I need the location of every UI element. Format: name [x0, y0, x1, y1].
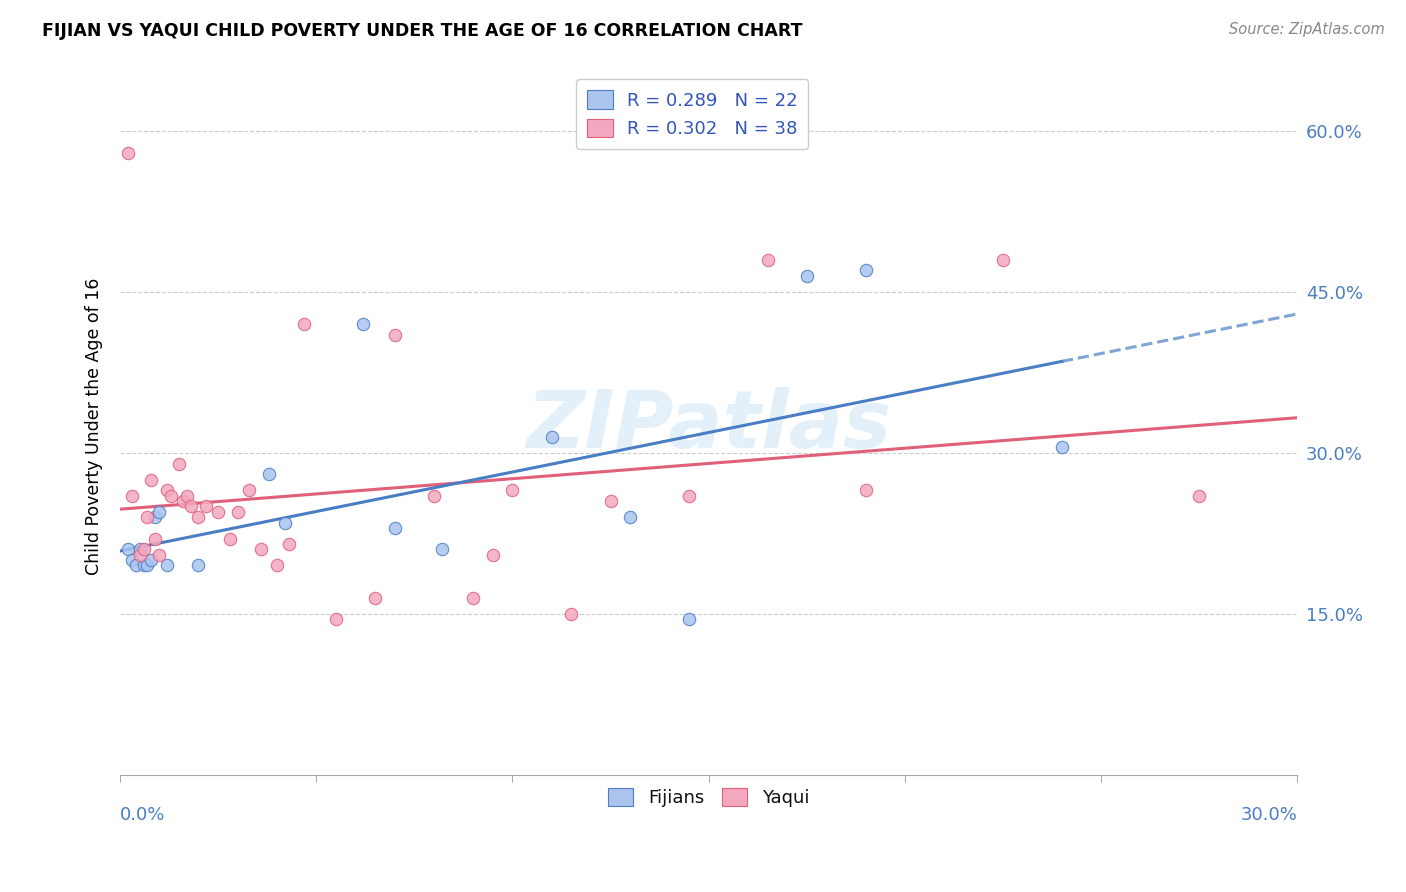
Point — [277, 537, 299, 551]
Point — [423, 489, 446, 503]
Point — [156, 483, 179, 498]
Point — [180, 500, 202, 514]
Point — [257, 467, 280, 482]
Point — [678, 612, 700, 626]
Point — [117, 542, 139, 557]
Point — [117, 145, 139, 160]
Point — [226, 505, 249, 519]
Point — [176, 489, 198, 503]
Point — [266, 558, 288, 573]
Point — [294, 317, 316, 331]
Point — [136, 510, 159, 524]
Point — [218, 532, 240, 546]
Point — [124, 558, 146, 573]
Point — [132, 558, 155, 573]
Point — [796, 268, 818, 283]
Point — [619, 510, 641, 524]
Point — [195, 500, 218, 514]
Point — [141, 473, 163, 487]
Point — [501, 483, 523, 498]
Point — [325, 612, 347, 626]
Text: ZIPatlas: ZIPatlas — [526, 387, 891, 465]
Point — [136, 558, 159, 573]
Point — [540, 430, 562, 444]
Point — [141, 553, 163, 567]
Point — [274, 516, 297, 530]
Point — [352, 317, 374, 331]
Point — [430, 542, 453, 557]
Text: Source: ZipAtlas.com: Source: ZipAtlas.com — [1229, 22, 1385, 37]
Point — [132, 542, 155, 557]
Point — [143, 532, 166, 546]
Point — [463, 591, 485, 605]
Point — [238, 483, 260, 498]
Point — [160, 489, 183, 503]
Point — [121, 489, 143, 503]
Point — [128, 542, 150, 557]
Y-axis label: Child Poverty Under the Age of 16: Child Poverty Under the Age of 16 — [86, 277, 103, 574]
Point — [1050, 441, 1073, 455]
Point — [187, 558, 209, 573]
Point — [482, 548, 505, 562]
Point — [148, 548, 170, 562]
Point — [143, 510, 166, 524]
Point — [250, 542, 273, 557]
Point — [121, 553, 143, 567]
Point — [172, 494, 194, 508]
Point — [167, 457, 190, 471]
Point — [384, 327, 406, 342]
Point — [855, 263, 877, 277]
Text: 30.0%: 30.0% — [1240, 806, 1298, 824]
Point — [156, 558, 179, 573]
Point — [207, 505, 229, 519]
Point — [756, 252, 779, 267]
Text: 0.0%: 0.0% — [120, 806, 166, 824]
Point — [599, 494, 621, 508]
Point — [364, 591, 387, 605]
Point — [991, 252, 1014, 267]
Point — [855, 483, 877, 498]
Point — [560, 607, 582, 621]
Text: FIJIAN VS YAQUI CHILD POVERTY UNDER THE AGE OF 16 CORRELATION CHART: FIJIAN VS YAQUI CHILD POVERTY UNDER THE … — [42, 22, 803, 40]
Point — [128, 548, 150, 562]
Legend: Fijians, Yaqui: Fijians, Yaqui — [600, 780, 817, 814]
Point — [148, 505, 170, 519]
Point — [384, 521, 406, 535]
Point — [187, 510, 209, 524]
Point — [1188, 489, 1211, 503]
Point — [678, 489, 700, 503]
